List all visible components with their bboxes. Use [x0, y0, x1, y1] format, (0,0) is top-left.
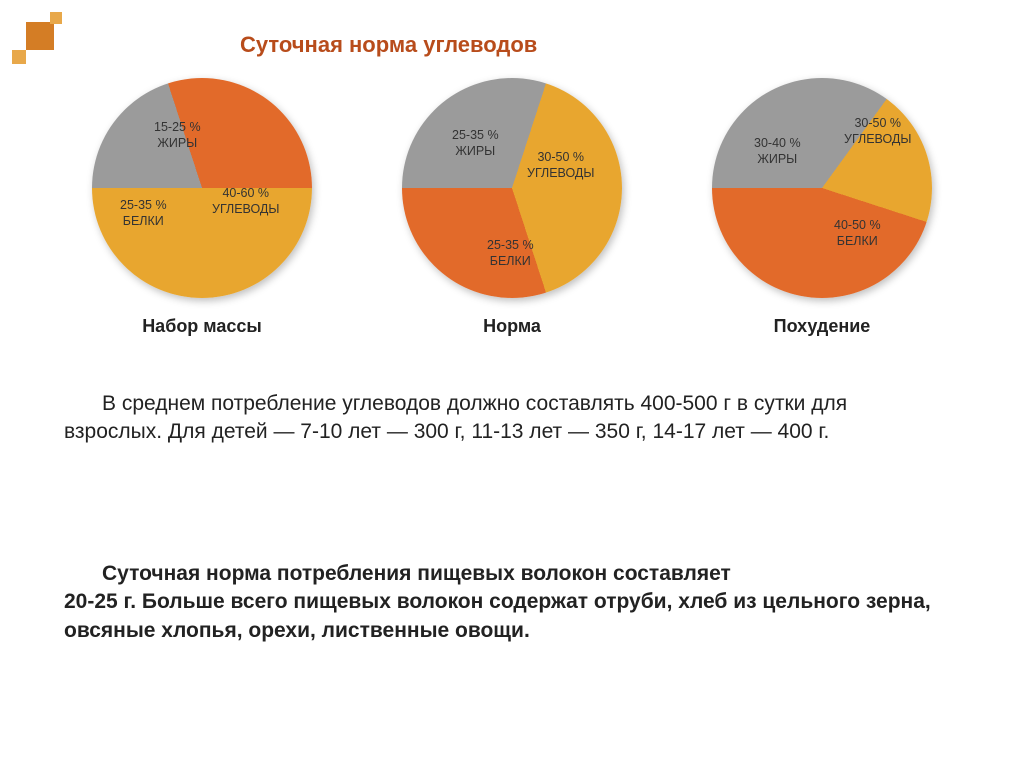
pie-graphic: [92, 78, 312, 298]
paragraph-fiber: Суточная норма потребления пищевых волок…: [64, 560, 944, 645]
chart-caption: Норма: [483, 316, 541, 337]
pie-chart: 30-40 %ЖИРЫ30-50 %УГЛЕВОДЫ40-50 %БЕЛКИ: [712, 78, 932, 298]
page-title: Суточная норма углеводов: [240, 32, 537, 58]
pie-chart: 25-35 %ЖИРЫ30-50 %УГЛЕВОДЫ25-35 %БЕЛКИ: [402, 78, 622, 298]
chart-caption: Похудение: [774, 316, 871, 337]
charts-row: 15-25 %ЖИРЫ25-35 %БЕЛКИ40-60 %УГЛЕВОДЫ На…: [52, 78, 972, 337]
chart-column: 30-40 %ЖИРЫ30-50 %УГЛЕВОДЫ40-50 %БЕЛКИ По…: [672, 78, 972, 337]
pie-graphic: [712, 78, 932, 298]
pie-graphic: [402, 78, 622, 298]
chart-caption: Набор массы: [142, 316, 262, 337]
pie-chart: 15-25 %ЖИРЫ25-35 %БЕЛКИ40-60 %УГЛЕВОДЫ: [92, 78, 312, 298]
corner-decoration: [10, 10, 70, 70]
chart-column: 25-35 %ЖИРЫ30-50 %УГЛЕВОДЫ25-35 %БЕЛКИ Но…: [362, 78, 662, 337]
chart-column: 15-25 %ЖИРЫ25-35 %БЕЛКИ40-60 %УГЛЕВОДЫ На…: [52, 78, 352, 337]
paragraph-fiber-line1: Суточная норма потребления пищевых волок…: [64, 560, 944, 588]
paragraph-fiber-rest: 20-25 г. Больше всего пищевых волокон со…: [64, 590, 931, 641]
paragraph-consumption: В среднем потребление углеводов должно с…: [64, 390, 944, 447]
